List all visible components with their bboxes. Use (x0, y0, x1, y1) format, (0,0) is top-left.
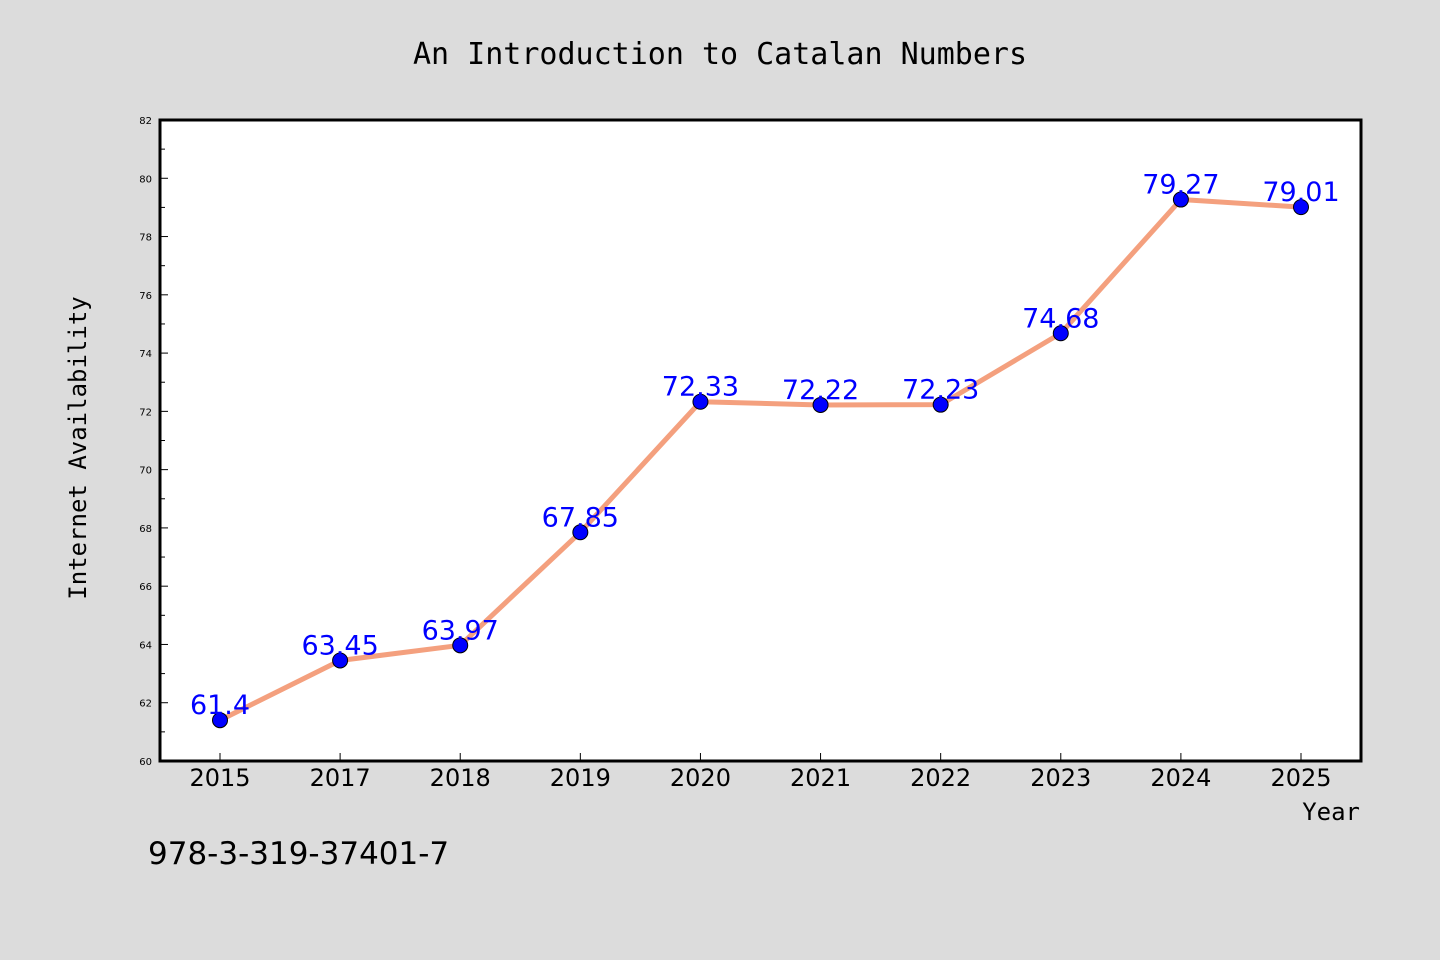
data-labels: 61.4 63.45 63.97 67.85 72.33 72.22 72.23 74.68 7… (190, 170, 1340, 722)
x-tick-label: 2021 (790, 764, 851, 792)
y-tick-label: 72 (139, 407, 152, 418)
data-point (1172, 191, 1189, 208)
y-tick-label: 80 (139, 174, 152, 185)
data-point (812, 396, 829, 413)
data-point (1293, 199, 1309, 216)
x-tick-label: 2022 (910, 764, 971, 792)
data-label: 72.23 (902, 375, 979, 406)
y-tick-label: 78 (139, 233, 152, 244)
x-tick-label: 2020 (670, 764, 731, 792)
data-point (932, 396, 949, 413)
x-axis-label: Year (1302, 798, 1360, 826)
data-label: 72.33 (662, 372, 739, 403)
y-tick-label: 82 (139, 116, 152, 127)
y-tick-label: 76 (139, 291, 152, 302)
x-axis: 2015 2017 2018 2019 2020 2021 2022 2023 2024 2025 (189, 753, 1332, 792)
x-tick-label: 2023 (1030, 764, 1091, 792)
x-tick-label: 2019 (550, 764, 611, 792)
data-point (332, 652, 349, 669)
data-label: 61.4 (190, 690, 250, 721)
data-label: 74.68 (1022, 303, 1099, 334)
data-point (572, 524, 589, 541)
data-label: 72.22 (782, 375, 859, 406)
data-label: 67.85 (542, 502, 619, 533)
y-tick-label: 64 (139, 640, 152, 651)
series-markers (212, 191, 1309, 729)
y-tick-label: 62 (139, 699, 152, 710)
data-point (212, 712, 228, 729)
data-label: 63.97 (422, 615, 499, 646)
data-label: 79.27 (1142, 170, 1219, 201)
x-tick-label: 2024 (1150, 764, 1211, 792)
chart-title: An Introduction to Catalan Numbers (413, 37, 1027, 72)
y-tick-label: 70 (139, 466, 152, 477)
data-point (692, 393, 709, 410)
plot-area (158, 118, 1363, 763)
data-point (1052, 325, 1069, 342)
y-axis-label: Internet Availability (64, 296, 92, 599)
y-tick-label: 60 (139, 757, 152, 768)
y-tick-label: 68 (139, 524, 152, 535)
data-label: 63.45 (301, 630, 378, 661)
isbn-text: 978-3-319-37401-7 (148, 836, 449, 872)
x-tick-label: 2015 (189, 764, 250, 792)
data-point (452, 637, 469, 654)
y-tick-label: 66 (139, 582, 152, 593)
series-line (218, 197, 1302, 723)
data-label: 79.01 (1262, 177, 1339, 208)
x-tick-label: 2025 (1270, 764, 1331, 792)
y-tick-label: 74 (139, 349, 152, 360)
y-axis: 60 62 64 66 68 70 72 74 76 78 80 82 (139, 116, 168, 768)
x-tick-label: 2018 (430, 764, 491, 792)
x-tick-label: 2017 (310, 764, 371, 792)
